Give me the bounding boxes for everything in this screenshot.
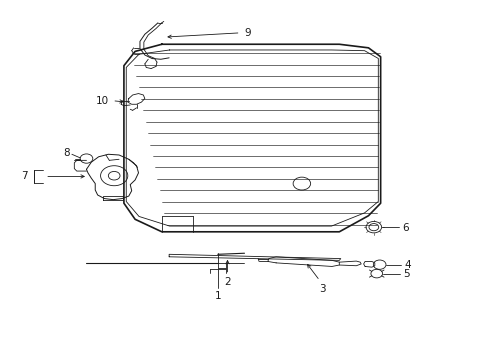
Text: 1: 1 — [214, 291, 221, 301]
Text: 3: 3 — [318, 284, 325, 294]
Text: 10: 10 — [96, 96, 109, 106]
Text: 8: 8 — [62, 148, 69, 158]
Text: 2: 2 — [224, 277, 230, 287]
Text: 5: 5 — [402, 269, 409, 279]
Text: 6: 6 — [401, 222, 408, 233]
Text: 9: 9 — [244, 28, 251, 38]
Text: 7: 7 — [21, 171, 28, 181]
Text: 4: 4 — [403, 260, 410, 270]
